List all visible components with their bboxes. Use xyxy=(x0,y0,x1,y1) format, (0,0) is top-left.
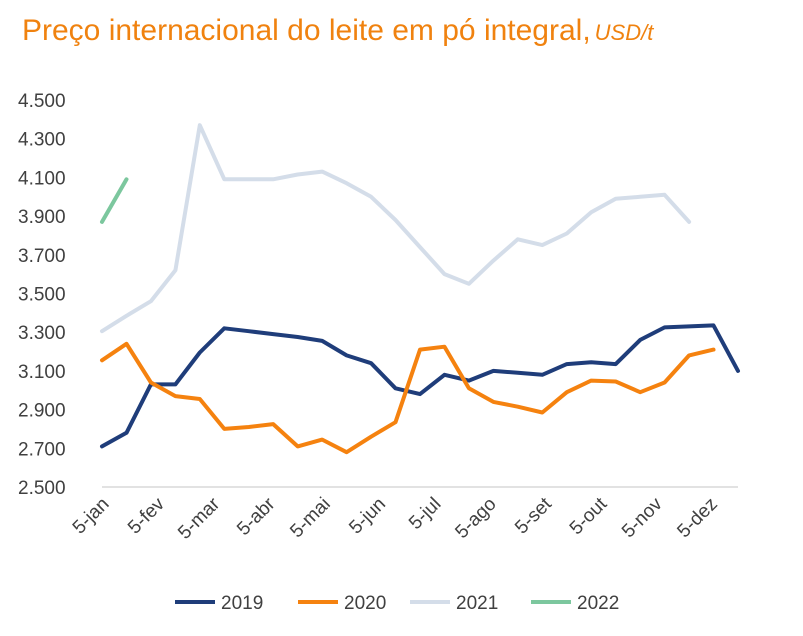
x-tick-label: 5-abr xyxy=(233,493,280,540)
chart-title-unit: USD/t xyxy=(594,20,654,45)
series-line-2019 xyxy=(100,323,740,449)
x-tick-label: 5-set xyxy=(511,493,556,538)
x-tick-label: 5-nov xyxy=(618,493,667,542)
y-axis: 4.500 4.300 4.100 3.900 3.700 3.500 3.300 3.100… xyxy=(18,91,66,499)
y-tick-label: 4.300 xyxy=(18,130,66,151)
series-line-2022 xyxy=(100,177,129,224)
legend-label-2019: 2019 xyxy=(221,593,263,614)
y-tick-label: 3.900 xyxy=(18,207,66,228)
x-axis: 5-jan 5-fev 5-mar 5-abr 5-mai 5-jun 5-jul 5-ago… xyxy=(69,486,738,544)
series-layer xyxy=(100,123,740,455)
x-tick-label: 5-mai xyxy=(286,494,334,542)
x-tick-label: 5-ago xyxy=(451,494,500,543)
x-tick-label: 5-jan xyxy=(69,494,114,539)
y-tick-label: 2.700 xyxy=(18,439,66,460)
legend-label-2021: 2021 xyxy=(456,593,498,614)
x-tick-label: 5-mar xyxy=(174,493,224,543)
legend-label-2022: 2022 xyxy=(577,593,619,614)
x-tick-label: 5-fev xyxy=(124,493,169,538)
x-tick-label: 5-jul xyxy=(405,494,445,534)
y-tick-label: 3.100 xyxy=(18,362,66,383)
legend: 2019 2020 2021 2022 xyxy=(175,593,619,614)
y-tick-label: 3.300 xyxy=(18,323,66,344)
x-tick-label: 5-jun xyxy=(345,494,390,539)
x-tick-label: 5-out xyxy=(566,493,612,539)
x-tick-label: 5-dez xyxy=(673,494,721,542)
chart-title: Preço internacional do leite em pó integ… xyxy=(22,14,653,48)
y-tick-label: 2.900 xyxy=(18,401,66,422)
y-tick-label: 4.500 xyxy=(18,91,66,112)
y-tick-label: 2.500 xyxy=(18,478,66,499)
y-tick-label: 3.700 xyxy=(18,246,66,267)
y-tick-label: 3.500 xyxy=(18,285,66,306)
legend-label-2020: 2020 xyxy=(344,593,386,614)
series-line-2021 xyxy=(100,123,692,334)
y-tick-label: 4.100 xyxy=(18,168,66,189)
series-line-2020 xyxy=(100,341,716,455)
chart-title-text: Preço internacional do leite em pó integ… xyxy=(22,14,591,47)
